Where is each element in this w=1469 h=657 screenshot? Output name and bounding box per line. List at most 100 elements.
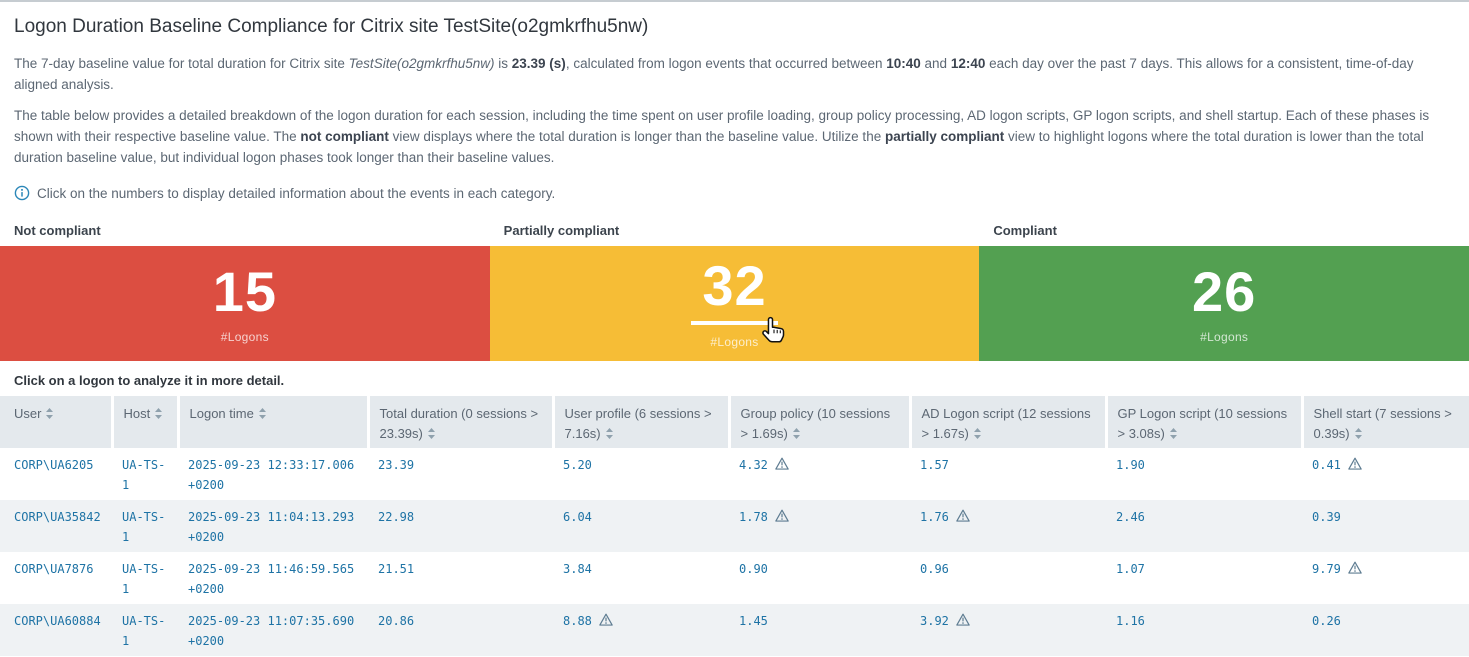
table-row[interactable]: CORP\UA35842 UA-TS-1 2025-09-23 11:04:13.2…	[0, 500, 1469, 552]
info-icon	[14, 185, 30, 201]
ad-logon-script-cell[interactable]: 1.76	[910, 500, 1106, 552]
metric-value[interactable]: 3.92	[920, 614, 949, 628]
metric-value[interactable]: 0.41	[1312, 458, 1341, 472]
metric-value[interactable]: 0.26	[1312, 614, 1341, 628]
group-policy-cell[interactable]: 1.78	[729, 500, 910, 552]
metric-value[interactable]: 1.16	[1116, 614, 1145, 628]
text-segment: 23.39 (s)	[511, 56, 566, 71]
table-row[interactable]: CORP\UA60884 UA-TS-1 2025-09-23 11:07:35.6…	[0, 604, 1469, 656]
panel-partially-compliant[interactable]: 32 #Logons	[489, 246, 980, 361]
metric-value[interactable]: 1.78	[739, 510, 768, 524]
panel-compliant[interactable]: 26 #Logons	[979, 246, 1469, 361]
ad-logon-script-cell[interactable]: 3.92	[910, 604, 1106, 656]
host-cell[interactable]: UA-TS-1	[122, 458, 166, 492]
column-header-total-duration[interactable]: Total duration (0 sessions > 23.39s)	[368, 396, 555, 448]
metric-value[interactable]: 1.57	[920, 458, 949, 472]
sort-icon	[46, 408, 54, 419]
metric-value[interactable]: 1.90	[1116, 458, 1145, 472]
total-duration-cell[interactable]: 21.51	[368, 552, 553, 604]
column-header-group-policy[interactable]: Group policy (10 sessions > 1.69s)	[729, 396, 912, 448]
column-header-gp-logon-script[interactable]: GP Logon script (10 sessions > 3.08s)	[1106, 396, 1304, 448]
warning-icon	[1348, 457, 1362, 470]
metric-value[interactable]: 9.79	[1312, 562, 1341, 576]
metric-value[interactable]: 8.88	[563, 614, 592, 628]
text-segment: view displays where the total duration i…	[388, 129, 885, 144]
info-note-text: Click on the numbers to display detailed…	[37, 185, 556, 201]
column-header-user-profile[interactable]: User profile (6 sessions > 7.16s)	[553, 396, 731, 448]
column-label: Total duration (0 sessions > 23.39s)	[379, 406, 539, 441]
column-header-ad-logon-script[interactable]: AD Logon script (12 sessions > 1.67s)	[910, 396, 1108, 448]
sort-icon	[155, 408, 163, 419]
sort-icon	[258, 408, 266, 419]
metric-value[interactable]: 1.45	[739, 614, 768, 628]
shell-start-cell[interactable]: 0.39	[1302, 500, 1469, 552]
column-header-logon-time[interactable]: Logon time	[178, 396, 370, 448]
gp-logon-script-cell[interactable]: 1.16	[1106, 604, 1302, 656]
panel-title-not-compliant: Not compliant	[14, 223, 101, 238]
column-header-host[interactable]: Host	[112, 396, 180, 448]
text-segment: The table below provides a detailed brea…	[14, 108, 1430, 144]
not-compliant-count[interactable]: 15	[212, 259, 277, 323]
ad-logon-script-cell[interactable]: 1.57	[910, 448, 1106, 500]
panel-not-compliant[interactable]: 15 #Logons	[0, 246, 490, 361]
logon-time-cell[interactable]: 2025-09-23 11:46:59.565 +0200	[188, 562, 355, 596]
column-label: Group policy (10 sessions > 1.69s)	[740, 406, 891, 441]
user-cell[interactable]: CORP\UA35842	[14, 510, 101, 524]
metric-value[interactable]: 3.84	[563, 562, 592, 576]
user-profile-cell[interactable]: 5.20	[553, 448, 729, 500]
sort-icon	[1354, 428, 1362, 439]
metric-value[interactable]: 0.90	[739, 562, 768, 576]
compliant-count[interactable]: 26	[1192, 259, 1257, 323]
logon-table: User Host Logon time Total duration (0 sess…	[0, 396, 1469, 656]
logon-time-cell[interactable]: 2025-09-23 11:07:35.690 +0200	[188, 614, 355, 648]
host-cell[interactable]: UA-TS-1	[122, 510, 166, 544]
gp-logon-script-cell[interactable]: 2.46	[1106, 500, 1302, 552]
user-profile-cell[interactable]: 3.84	[553, 552, 729, 604]
user-profile-cell[interactable]: 8.88	[553, 604, 729, 656]
column-header-user[interactable]: User	[0, 396, 114, 448]
total-duration-cell[interactable]: 22.98	[368, 500, 553, 552]
user-profile-cell[interactable]: 6.04	[553, 500, 729, 552]
logon-time-cell[interactable]: 2025-09-23 12:33:17.006 +0200	[188, 458, 355, 492]
metric-value[interactable]: 1.76	[920, 510, 949, 524]
user-cell[interactable]: CORP\UA7876	[14, 562, 94, 576]
shell-start-cell[interactable]: 0.41	[1302, 448, 1469, 500]
warning-icon	[599, 613, 613, 626]
gp-logon-script-cell[interactable]: 1.07	[1106, 552, 1302, 604]
metric-value[interactable]: 6.04	[563, 510, 592, 524]
table-row[interactable]: CORP\UA7876 UA-TS-1 2025-09-23 11:46:59.56…	[0, 552, 1469, 604]
user-cell[interactable]: CORP\UA6205	[14, 458, 94, 472]
metric-value[interactable]: 22.98	[378, 510, 415, 524]
metric-value[interactable]: 2.46	[1116, 510, 1145, 524]
user-cell[interactable]: CORP\UA60884	[14, 614, 101, 628]
text-segment: not compliant	[300, 129, 389, 144]
metric-value[interactable]: 1.07	[1116, 562, 1145, 576]
column-label: Shell start (7 sessions > 0.39s)	[1313, 406, 1452, 441]
metric-value[interactable]: 23.39	[378, 458, 415, 472]
group-policy-cell[interactable]: 1.45	[729, 604, 910, 656]
total-duration-cell[interactable]: 20.86	[368, 604, 553, 656]
group-policy-cell[interactable]: 4.32	[729, 448, 910, 500]
metric-value[interactable]: 0.39	[1312, 510, 1341, 524]
logon-time-cell[interactable]: 2025-09-23 11:04:13.293 +0200	[188, 510, 355, 544]
metric-value[interactable]: 5.20	[563, 458, 592, 472]
table-row[interactable]: CORP\UA6205 UA-TS-1 2025-09-23 12:33:17.00…	[0, 448, 1469, 500]
warning-icon	[956, 509, 970, 522]
text-segment: TestSite(o2gmkrfhu5nw)	[348, 56, 495, 71]
shell-start-cell[interactable]: 9.79	[1302, 552, 1469, 604]
metric-value[interactable]: 4.32	[739, 458, 768, 472]
host-cell[interactable]: UA-TS-1	[122, 614, 166, 648]
column-header-shell-start[interactable]: Shell start (7 sessions > 0.39s)	[1302, 396, 1469, 448]
total-duration-cell[interactable]: 23.39	[368, 448, 553, 500]
metric-value[interactable]: 0.96	[920, 562, 949, 576]
ad-logon-script-cell[interactable]: 0.96	[910, 552, 1106, 604]
info-note: Click on the numbers to display detailed…	[14, 185, 1455, 201]
gp-logon-script-cell[interactable]: 1.90	[1106, 448, 1302, 500]
text-segment: is	[494, 56, 512, 71]
host-cell[interactable]: UA-TS-1	[122, 562, 166, 596]
partially-compliant-count[interactable]: 32	[691, 258, 778, 325]
group-policy-cell[interactable]: 0.90	[729, 552, 910, 604]
metric-value[interactable]: 20.86	[378, 614, 415, 628]
shell-start-cell[interactable]: 0.26	[1302, 604, 1469, 656]
metric-value[interactable]: 21.51	[378, 562, 415, 576]
